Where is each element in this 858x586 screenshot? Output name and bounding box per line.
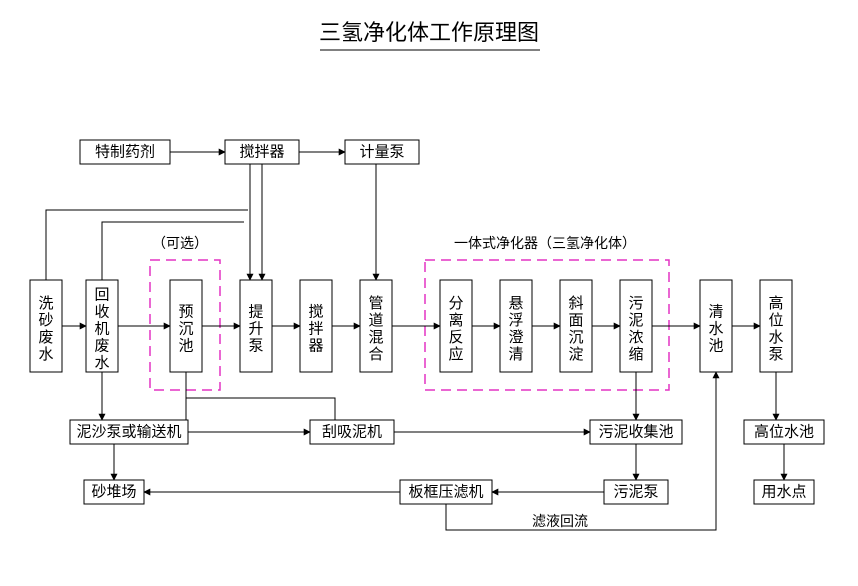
edge-scraper-to-presed [186, 398, 335, 420]
node-char-sludge_conc-1: 泥 [628, 312, 643, 329]
node-char-mixer2-0: 搅 [308, 304, 323, 321]
node-char-recycle_waste-0: 回 [94, 287, 109, 304]
node-label-mixer1: 搅拌器 [239, 143, 284, 160]
node-label-meter: 计量泵 [359, 143, 404, 160]
node-incline_sed: 斜面沉淀斜面沉淀 [560, 0, 592, 372]
node-char-susp_clar-0: 悬 [508, 295, 523, 312]
node-char-presed-2: 池 [178, 338, 193, 355]
node-char-recycle_waste-3: 废 [94, 338, 109, 355]
flow-diagram: 三氢净化体工作原理图 （可选）一体式净化器（三氢净化体） 洗砂废水洗砂废水回收机… [0, 0, 858, 586]
node-char-lift_pump-2: 泵 [248, 339, 263, 355]
node-char-high_pump-3: 泵 [768, 347, 783, 363]
node-char-presed-0: 预 [178, 304, 193, 321]
node-label-agent: 特制药剂 [95, 143, 155, 160]
node-char-sludge_conc-0: 污 [628, 295, 643, 312]
node-char-recycle_waste-2: 机 [94, 321, 109, 338]
node-char-susp_clar-1: 浮 [508, 312, 523, 329]
node-char-mixer2-2: 器 [308, 339, 323, 355]
node-clear_pool: 清水池清水池 [700, 0, 732, 372]
node-char-high_pump-0: 高 [768, 295, 783, 312]
node-char-recycle_waste-1: 收 [94, 304, 109, 321]
title-text: 三氢净化体工作原理图 [319, 20, 539, 45]
node-scraper: 刮吸泥机 [310, 420, 394, 444]
nodes: 洗砂废水洗砂废水回收机废水回收机废水预沉池预沉池提升泵提升泵搅拌器搅拌器管道混合… [30, 0, 824, 504]
node-sand_yard: 砂堆场 [84, 480, 144, 504]
node-label-high_pool: 高位水池 [754, 423, 814, 440]
node-susp_clar: 悬浮澄清悬浮澄清 [500, 0, 532, 372]
node-sludge_pump: 污泥泵 [604, 480, 668, 504]
node-char-pipe_mix-2: 混 [368, 329, 383, 346]
node-wash_waste: 洗砂废水洗砂废水 [30, 0, 62, 372]
node-char-clear_pool-2: 池 [708, 338, 723, 355]
node-char-sep_react-0: 分 [448, 295, 463, 312]
node-char-clear_pool-0: 清 [708, 304, 723, 321]
node-char-recycle_waste-4: 水 [94, 355, 109, 372]
edge-presed-to-scraper [186, 372, 310, 432]
node-recycle_waste: 回收机废水回收机废水 [86, 0, 118, 372]
node-mixer2: 搅拌器搅拌器 [300, 0, 332, 372]
node-char-sep_react-2: 反 [448, 329, 463, 346]
node-high_pool: 高位水池 [744, 420, 824, 444]
node-char-wash_waste-0: 洗 [38, 295, 53, 312]
node-char-susp_clar-2: 澄 [508, 329, 523, 346]
node-char-incline_sed-3: 淀 [568, 346, 583, 363]
node-char-sep_react-3: 应 [448, 345, 463, 363]
node-label-use_point: 用水点 [761, 483, 806, 500]
node-char-high_pump-1: 位 [768, 312, 783, 329]
annotations: 滤液回流 [532, 514, 588, 530]
node-char-incline_sed-1: 面 [568, 313, 583, 329]
node-sep_react: 分离反应分离反应 [440, 0, 472, 372]
node-label-scraper: 刮吸泥机 [322, 423, 382, 440]
node-char-high_pump-2: 水 [768, 329, 783, 346]
node-sand_pump: 泥沙泵或输送机 [70, 420, 188, 444]
node-char-incline_sed-0: 斜 [568, 295, 583, 312]
node-lift_pump: 提升泵提升泵 [240, 0, 272, 372]
node-collect: 污泥收集池 [590, 420, 682, 444]
node-char-lift_pump-1: 升 [248, 321, 263, 338]
node-char-clear_pool-1: 水 [708, 321, 723, 338]
annot-filtrate: 滤液回流 [532, 514, 588, 530]
edges [46, 152, 784, 530]
node-char-wash_waste-3: 水 [38, 346, 53, 363]
edge-press-to-clear [446, 372, 716, 530]
node-label-sludge_pump: 污泥泵 [613, 483, 658, 500]
diagram-title: 三氢净化体工作原理图 [319, 20, 540, 50]
node-char-presed-1: 沉 [178, 321, 193, 338]
node-mixer1: 搅拌器 [225, 140, 299, 164]
node-sludge_conc: 污泥浓缩污泥浓缩 [620, 0, 652, 372]
node-label-sand_yard: 砂堆场 [91, 483, 136, 500]
edge-wash-up-over [46, 210, 248, 280]
node-press: 板框压滤机 [400, 480, 492, 504]
node-label-sand_pump: 泥沙泵或输送机 [76, 423, 181, 440]
node-use_point: 用水点 [754, 480, 814, 504]
node-char-pipe_mix-1: 道 [368, 312, 383, 329]
node-char-lift_pump-0: 提 [248, 304, 263, 321]
node-presed: 预沉池预沉池 [170, 0, 202, 372]
node-char-sludge_conc-3: 缩 [628, 346, 643, 363]
node-char-wash_waste-2: 废 [38, 329, 53, 346]
node-char-pipe_mix-3: 合 [368, 346, 383, 363]
node-char-pipe_mix-0: 管 [368, 295, 383, 312]
node-agent: 特制药剂 [80, 140, 170, 164]
node-meter: 计量泵 [345, 140, 419, 164]
node-char-mixer2-1: 拌 [308, 321, 323, 338]
node-label-collect: 污泥收集池 [598, 423, 673, 440]
node-char-sludge_conc-2: 浓 [628, 329, 643, 346]
node-high_pump: 高位水泵高位水泵 [760, 0, 792, 372]
dashed-label-integrated: 一体式净化器（三氢净化体） [454, 236, 636, 252]
node-char-susp_clar-3: 清 [508, 346, 523, 363]
dashed-label-optional: （可选） [152, 236, 208, 252]
node-label-press: 板框压滤机 [408, 482, 483, 500]
node-char-wash_waste-1: 砂 [38, 312, 53, 329]
node-char-incline_sed-2: 沉 [568, 329, 583, 346]
node-char-sep_react-1: 离 [448, 312, 463, 329]
